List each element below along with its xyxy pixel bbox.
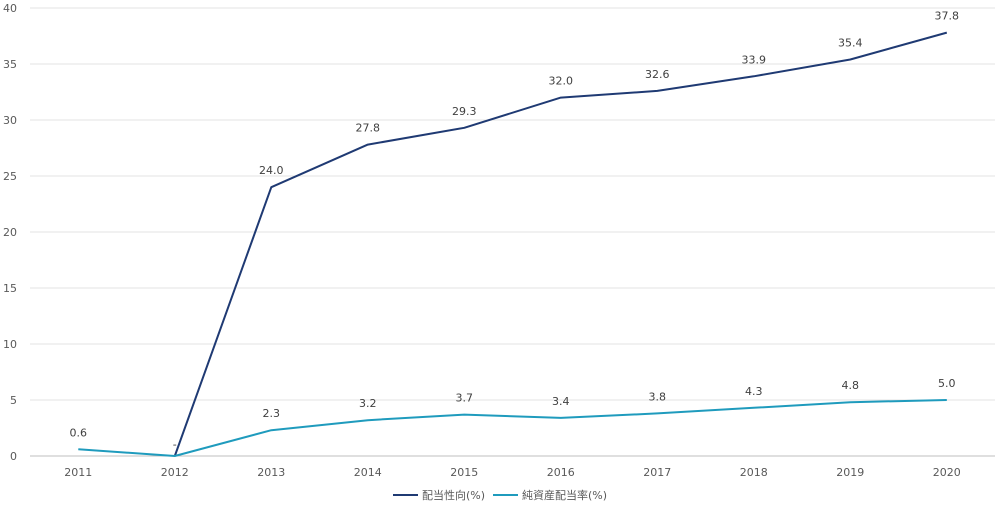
x-tick-label: 2013 [257,466,285,479]
x-axis: 2011 2012 2013 2014 2015 2016 2017 2018 2019 2020 [64,466,961,479]
data-label: 3.8 [649,390,667,403]
y-tick-label: 20 [3,226,17,239]
series-lines [78,31,948,457]
data-label: 27.8 [356,122,381,135]
data-label: 4.3 [745,385,763,398]
data-label: 29.3 [452,105,477,118]
y-tick-label: 30 [3,114,17,127]
x-tick-label: 2015 [450,466,478,479]
gridlines [30,7,995,457]
legend: 配当性向(%) 純資産配当率(%) [393,488,607,502]
x-tick-label: 2011 [64,466,92,479]
y-tick-label: 15 [3,282,17,295]
y-tick-label: 5 [10,394,17,407]
y-tick-label: 35 [3,58,17,71]
legend-label-0: 配当性向(%) [422,488,485,502]
data-label: - [173,438,177,451]
data-label: 3.7 [456,392,474,405]
data-label: 0.6 [70,426,88,439]
data-label: 37.8 [935,10,960,23]
x-tick-label: 2019 [836,466,864,479]
data-label: 4.8 [842,379,860,392]
series-line-0 [173,31,948,457]
data-label: 3.2 [359,397,377,410]
data-label: 35.4 [838,37,863,50]
x-tick-label: 2012 [161,466,189,479]
data-label: 3.4 [552,395,570,408]
data-label: 32.6 [645,68,670,81]
y-tick-label: 25 [3,170,17,183]
data-label: 2.3 [263,407,281,420]
y-axis: 0 5 10 15 20 25 30 35 40 [3,2,17,463]
x-tick-label: 2014 [354,466,382,479]
series-line-1 [78,399,947,457]
data-label: 24.0 [259,164,284,177]
y-tick-label: 40 [3,2,17,15]
x-tick-label: 2017 [643,466,671,479]
x-tick-label: 2020 [933,466,961,479]
data-label: 33.9 [742,53,767,66]
data-labels: - 24.0 27.8 29.3 32.0 32.6 33.9 35.4 37.8 0.6 2.3 3… [70,10,960,451]
x-tick-label: 2016 [547,466,575,479]
y-tick-label: 10 [3,338,17,351]
data-label: 32.0 [549,75,574,88]
x-tick-label: 2018 [740,466,768,479]
data-label: 5.0 [938,377,956,390]
y-tick-label: 0 [10,450,17,463]
legend-label-1: 純資産配当率(%) [522,488,607,502]
